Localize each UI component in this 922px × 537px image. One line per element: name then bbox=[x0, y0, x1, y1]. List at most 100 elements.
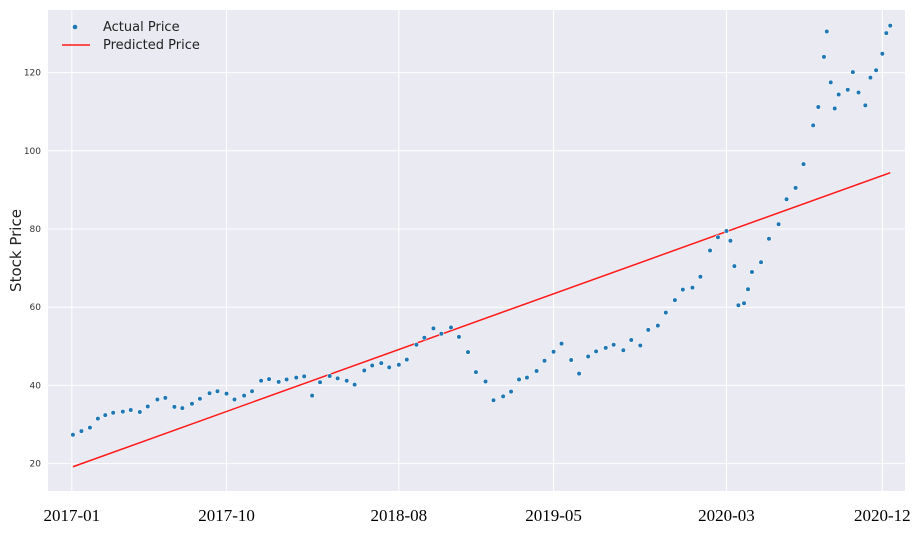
x-tick-label: 2017-10 bbox=[198, 506, 255, 525]
actual-price-point bbox=[550, 349, 557, 355]
actual-price-point bbox=[500, 393, 506, 399]
actual-price-point bbox=[821, 54, 827, 60]
x-axis-ticks: 2017-01 2017-10 2018-08 2019-05 2020-03 2020-… bbox=[43, 506, 922, 525]
actual-price-point bbox=[568, 357, 574, 363]
actual-price-point bbox=[465, 349, 471, 355]
x-tick-label: 2017-01 bbox=[43, 506, 100, 525]
actual-price-point bbox=[421, 335, 427, 341]
grid bbox=[48, 10, 905, 491]
actual-price-point bbox=[873, 67, 879, 73]
y-axis-ticks: 20 40 60 80 100 120 bbox=[24, 69, 41, 470]
actual-price-point bbox=[128, 407, 134, 413]
actual-price-point bbox=[276, 379, 282, 385]
actual-price-point bbox=[162, 395, 168, 401]
actual-price-point bbox=[309, 392, 315, 399]
y-tick-label: 80 bbox=[30, 225, 42, 235]
actual-price-point bbox=[344, 378, 350, 384]
legend-actual-price-marker bbox=[72, 24, 78, 30]
actual-price-point bbox=[645, 327, 651, 333]
actual-price-point bbox=[810, 122, 816, 128]
actual-price-point bbox=[78, 428, 85, 434]
actual-price-point bbox=[293, 374, 299, 381]
actual-price-point bbox=[361, 367, 367, 374]
actual-price-point bbox=[516, 376, 522, 383]
legend-actual-price-label: Actual Price bbox=[103, 20, 180, 35]
x-tick-label: 2020-12 bbox=[854, 506, 911, 525]
actual-price-point bbox=[663, 310, 669, 316]
x-tick-label: 2019-05 bbox=[525, 506, 582, 525]
legend: Actual Price Predicted Price bbox=[62, 20, 200, 53]
actual-price-point bbox=[473, 369, 479, 375]
actual-price-point bbox=[672, 297, 678, 303]
actual-price-point bbox=[815, 104, 821, 110]
actual-price-point bbox=[352, 382, 358, 388]
actual-price-point bbox=[576, 371, 582, 377]
predicted-price-line bbox=[72, 171, 891, 468]
actual-price-point bbox=[883, 30, 889, 36]
actual-price-point bbox=[448, 324, 454, 331]
actual-price-point bbox=[533, 368, 540, 374]
actual-price-point bbox=[689, 285, 696, 291]
actual-price-point bbox=[206, 390, 213, 396]
actual-price-point bbox=[862, 102, 868, 109]
legend-predicted-price-label: Predicted Price bbox=[103, 38, 200, 53]
actual-price-point bbox=[102, 412, 108, 418]
actual-price-point bbox=[214, 388, 221, 394]
actual-price-point bbox=[824, 28, 830, 35]
actual-price-point bbox=[482, 378, 489, 385]
actual-price-point bbox=[707, 247, 713, 254]
actual-price-point bbox=[887, 23, 893, 29]
actual-price-point bbox=[404, 357, 410, 363]
actual-price-point bbox=[867, 75, 874, 81]
actual-price-point bbox=[369, 362, 375, 369]
actual-price-point bbox=[850, 69, 856, 75]
actual-price-point bbox=[655, 322, 661, 329]
actual-price-point bbox=[317, 379, 323, 385]
actual-price-point bbox=[137, 409, 143, 415]
actual-price-point bbox=[145, 403, 151, 410]
actual-price-point bbox=[855, 89, 862, 96]
actual-price-point bbox=[800, 161, 807, 167]
actual-price-point bbox=[154, 396, 160, 403]
actual-price-point bbox=[335, 375, 341, 381]
actual-price-point bbox=[832, 105, 838, 112]
actual-price-point bbox=[524, 374, 530, 381]
actual-price-point bbox=[70, 432, 76, 438]
actual-price-point bbox=[490, 397, 497, 403]
actual-price-point bbox=[301, 373, 307, 380]
actual-price-point bbox=[249, 388, 255, 394]
y-tick-label: 20 bbox=[30, 460, 42, 470]
y-tick-label: 60 bbox=[30, 303, 42, 313]
y-tick-label: 120 bbox=[24, 69, 41, 79]
actual-price-point bbox=[386, 364, 392, 371]
actual-price-point bbox=[723, 228, 730, 234]
predicted-price-series bbox=[72, 171, 891, 468]
actual-price-point bbox=[197, 396, 203, 402]
actual-price-point bbox=[735, 302, 741, 308]
actual-price-point bbox=[758, 259, 764, 265]
actual-price-point bbox=[223, 391, 230, 397]
actual-price-point bbox=[541, 358, 548, 364]
actual-price-point bbox=[611, 342, 617, 348]
actual-price-point bbox=[327, 373, 333, 379]
actual-price-point bbox=[171, 404, 177, 410]
actual-price-point bbox=[110, 410, 116, 416]
actual-price-point bbox=[593, 348, 599, 354]
actual-price-point bbox=[828, 79, 834, 85]
actual-price-point bbox=[715, 234, 721, 240]
actual-price-point bbox=[637, 342, 643, 349]
actual-price-point bbox=[266, 376, 272, 382]
x-tick-label: 2018-08 bbox=[371, 506, 428, 525]
actual-price-point bbox=[741, 300, 747, 306]
actual-price-point bbox=[585, 353, 591, 360]
actual-price-point bbox=[766, 236, 772, 242]
y-tick-label: 100 bbox=[24, 147, 41, 157]
actual-price-point bbox=[783, 196, 790, 202]
actual-price-point bbox=[87, 425, 93, 431]
actual-price-point bbox=[731, 263, 737, 269]
actual-price-point bbox=[120, 409, 126, 415]
actual-price-point bbox=[231, 396, 238, 403]
y-axis-label: Stock Price bbox=[7, 209, 25, 292]
actual-price-point bbox=[776, 221, 782, 227]
